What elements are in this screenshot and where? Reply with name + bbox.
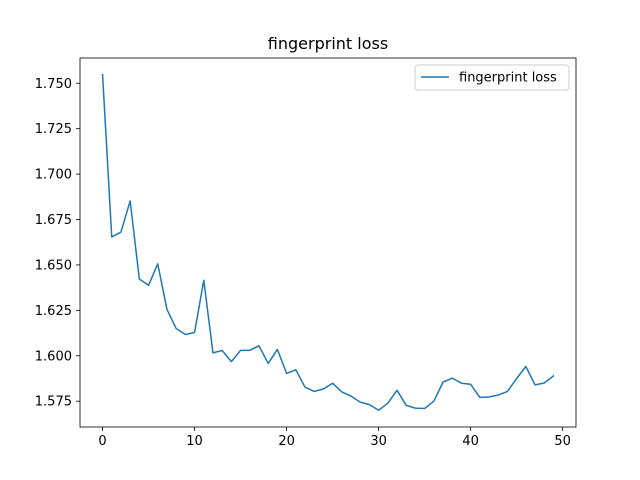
y-tick-label: 1.750 [35,77,72,92]
legend-label: fingerprint loss [459,71,557,86]
axes-frame [79,57,577,428]
x-tick-label: 30 [370,434,387,449]
y-tick-label: 1.625 [35,304,72,319]
y-tick-label: 1.725 [35,122,72,137]
chart-title: fingerprint loss [268,34,388,53]
legend-box [414,64,570,91]
y-tick-label: 1.700 [35,168,72,183]
series-line [101,73,555,412]
x-tick-label: 10 [186,434,203,449]
x-tick-label: 40 [462,434,479,449]
x-tick-label: 50 [554,434,571,449]
x-tick-label: 0 [98,434,106,449]
y-tick-label: 1.675 [35,213,72,228]
x-tick-label: 20 [278,434,295,449]
y-tick-label: 1.575 [35,395,72,410]
plot-area: 0 10 20 30 40 50 1.575 1.600 1.625 1.650 1.675 1.70… [35,57,577,449]
y-tick-label: 1.650 [35,258,72,273]
legend: fingerprint loss [414,64,570,91]
y-tick-label: 1.600 [35,349,72,364]
